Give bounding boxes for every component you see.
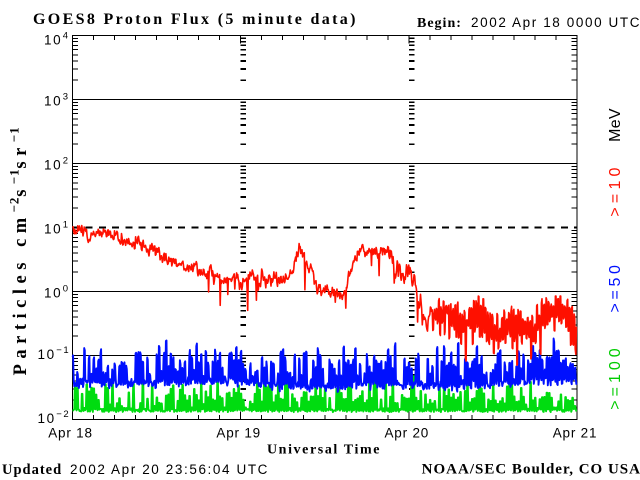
svg-text:MeV: MeV bbox=[607, 108, 624, 142]
svg-text:2002 Apr 18 0000 UTC: 2002 Apr 18 0000 UTC bbox=[471, 15, 640, 30]
svg-text:2002 Apr 20 23:56:04 UTC: 2002 Apr 20 23:56:04 UTC bbox=[70, 462, 269, 477]
svg-text:102: 102 bbox=[44, 156, 70, 173]
svg-text:101: 101 bbox=[44, 220, 70, 237]
svg-text:Updated: Updated bbox=[2, 462, 62, 478]
svg-text:Apr 21: Apr 21 bbox=[553, 426, 598, 441]
svg-text:Universal Time: Universal Time bbox=[267, 443, 381, 458]
svg-text:>=100: >=100 bbox=[607, 344, 624, 409]
svg-text:NOAA/SEC Boulder, CO USA: NOAA/SEC Boulder, CO USA bbox=[422, 462, 640, 478]
svg-text:Apr 18: Apr 18 bbox=[48, 426, 93, 441]
svg-text:104: 104 bbox=[44, 31, 70, 48]
svg-text:>=50: >=50 bbox=[607, 262, 624, 313]
svg-text:103: 103 bbox=[44, 92, 70, 109]
svg-text:Particles cm−2s−1sr−1: Particles cm−2s−1sr−1 bbox=[7, 127, 32, 376]
svg-text:Apr 20: Apr 20 bbox=[385, 426, 430, 441]
svg-text:GOES8 Proton Flux (5 minute da: GOES8 Proton Flux (5 minute data) bbox=[33, 11, 358, 28]
svg-text:Begin:: Begin: bbox=[417, 16, 462, 31]
svg-text:100: 100 bbox=[44, 284, 70, 301]
svg-text:Apr 19: Apr 19 bbox=[216, 426, 261, 441]
svg-text:>=10: >=10 bbox=[607, 163, 624, 216]
